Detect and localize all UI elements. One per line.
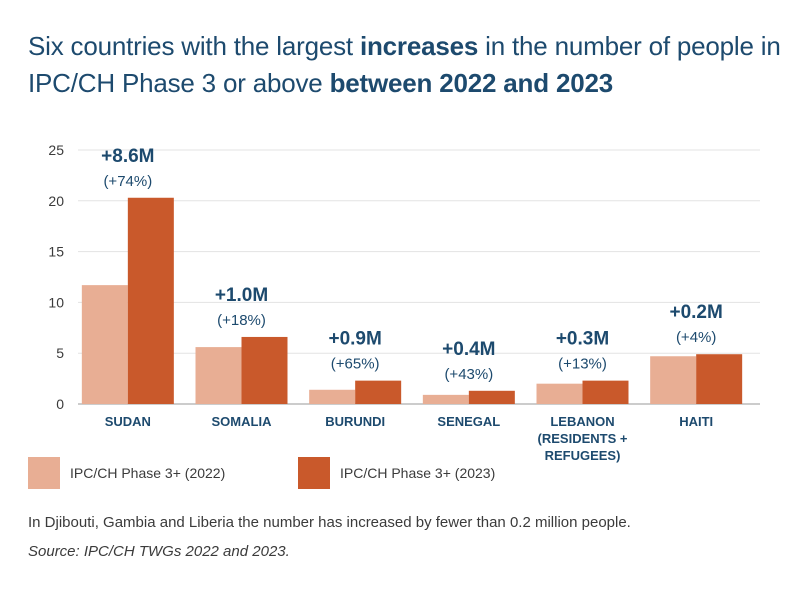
bar-2023 [355, 380, 402, 404]
bar-2022 [195, 347, 242, 404]
y-tick-label: 0 [56, 396, 64, 412]
x-tick-label: HAITI [679, 414, 713, 429]
y-tick-label: 20 [48, 193, 64, 209]
pct-label: (+43%) [444, 366, 493, 383]
bar-2022 [536, 383, 583, 404]
bar-2023 [241, 336, 288, 404]
bar-2023 [127, 197, 174, 404]
legend-label-2023: IPC/CH Phase 3+ (2023) [340, 465, 496, 481]
bar-2022 [309, 389, 356, 404]
legend-item-2022: IPC/CH Phase 3+ (2022) [28, 457, 225, 489]
pct-label: (+13%) [558, 356, 607, 373]
x-tick-label: SENEGAL [437, 414, 500, 429]
x-tick-label: SUDAN [105, 414, 151, 429]
x-tick-label: (RESIDENTS + [538, 431, 628, 446]
x-tick-label: LEBANON [550, 414, 614, 429]
bar-2022 [422, 394, 469, 404]
pct-label: (+4%) [676, 329, 716, 346]
change-label: +0.9M [328, 329, 381, 350]
change-label: +1.0M [215, 285, 268, 306]
change-label: +0.2M [669, 302, 722, 323]
bar-2023 [696, 354, 743, 404]
change-label: +0.3M [556, 329, 609, 350]
y-tick-label: 5 [56, 345, 64, 361]
legend-label-2022: IPC/CH Phase 3+ (2022) [70, 465, 226, 481]
chart-title: Six countries with the largest increases… [28, 31, 781, 98]
legend-swatch-2022 [28, 457, 60, 489]
bar-2023 [468, 390, 515, 404]
footnote: In Djibouti, Gambia and Liberia the numb… [28, 514, 631, 531]
x-tick-label: BURUNDI [325, 414, 385, 429]
x-tick-label: REFUGEES) [545, 448, 621, 463]
source-note: Source: IPC/CH TWGs 2022 and 2023. [28, 543, 290, 560]
bar-2023 [582, 380, 629, 404]
pct-label: (+18%) [217, 312, 266, 329]
change-label: +8.6M [101, 146, 154, 167]
y-tick-label: 15 [48, 244, 64, 260]
change-label: +0.4M [442, 339, 495, 360]
y-tick-label: 25 [48, 142, 64, 158]
bar-2022 [81, 285, 128, 404]
pct-label: (+74%) [103, 173, 152, 190]
x-tick-label: SOMALIA [212, 414, 273, 429]
bar-chart: 0 5 10 15 20 25 +8.6M (+74%) SUDAN +1.0M (+18%) SOM… [48, 142, 760, 463]
legend-swatch-2023 [298, 457, 330, 489]
pct-label: (+65%) [331, 356, 380, 373]
bar-2022 [650, 356, 697, 404]
y-tick-label: 10 [48, 294, 64, 310]
legend-item-2023: IPC/CH Phase 3+ (2023) [298, 457, 495, 489]
